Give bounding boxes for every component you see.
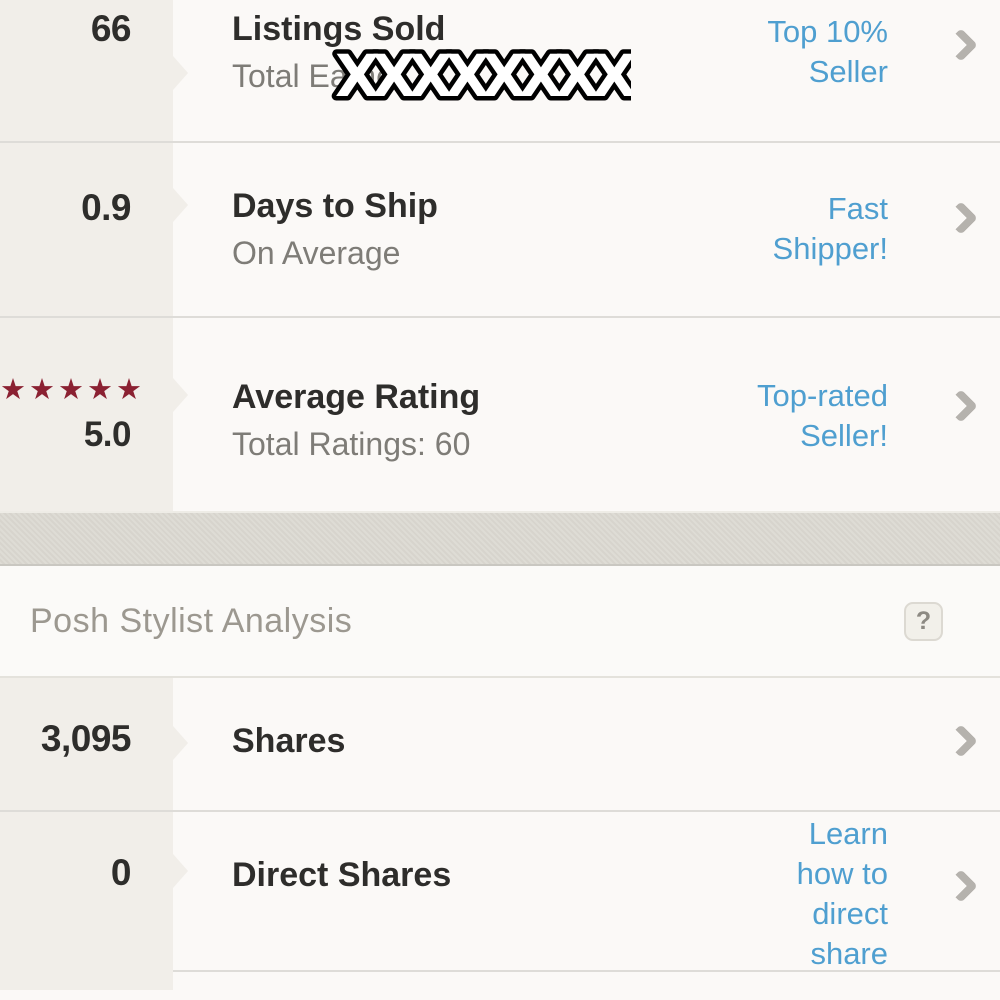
total-earned-label: Total Earne (232, 58, 394, 94)
stat-value-cell: 0.9 (0, 143, 188, 316)
fast-shipper-badge: Fast Shipper! (737, 143, 922, 316)
section-title: Posh Stylist Analysis (30, 601, 353, 640)
chevron-cell (922, 678, 1000, 810)
row-notch (173, 56, 188, 90)
shares-title: Shares (232, 722, 346, 760)
chevron-cell (922, 972, 1000, 990)
stat-value-cell: 66 (0, 0, 188, 141)
stat-value-cell: 3,095 (0, 678, 188, 810)
star-rating-icon: ★★★★★ (0, 374, 145, 406)
stat-row-direct-shares[interactable]: 0 Direct Shares Learn how to direct shar… (0, 812, 1000, 974)
link-line: direct (812, 896, 888, 931)
badge-cell-empty (737, 678, 922, 810)
stat-main-cell: Days to Ship On Average (173, 143, 737, 316)
row-notch (173, 854, 188, 888)
direct-shares-value: 0 (110, 852, 132, 893)
badge-line: Shipper! (772, 231, 888, 266)
row-notch (173, 188, 188, 222)
listings-sold-value: 66 (90, 8, 132, 49)
chevron-cell (922, 812, 1000, 974)
chevron-right-icon[interactable] (944, 389, 978, 423)
total-ratings-label: Total Ratings: 60 (232, 426, 471, 462)
badge-line: Seller (808, 54, 888, 89)
top-rated-seller-badge: Top-rated Seller! (737, 318, 922, 511)
days-to-ship-title: Days to Ship (232, 187, 438, 225)
stat-main-cell: Shares (173, 678, 737, 810)
stat-main-cell: Average Rating Total Ratings: 60 (173, 318, 737, 511)
days-to-ship-value: 0.9 (81, 187, 131, 228)
stat-value-cell (0, 972, 173, 990)
badge-line: Seller! (800, 418, 888, 453)
row-notch (173, 378, 188, 412)
listings-sold-title: Listings Sold (232, 10, 446, 48)
stat-value-cell: 0 (0, 812, 188, 974)
link-line: share (810, 936, 888, 971)
posh-stylist-analysis-header: Posh Stylist Analysis ? (0, 566, 1000, 678)
stat-value-cell: ★★★★★ 5.0 (0, 318, 188, 511)
direct-shares-title: Direct Shares (232, 856, 452, 894)
section-divider (0, 511, 1000, 566)
badge-line: Top-rated (757, 378, 888, 413)
shares-value: 3,095 (40, 718, 132, 759)
stat-row-average-rating[interactable]: ★★★★★ 5.0 Average Rating Total Ratings: … (0, 318, 1000, 511)
help-icon[interactable]: ? (904, 601, 943, 641)
badge-line: Top 10% (767, 14, 888, 49)
stat-row-partial (0, 972, 1000, 990)
stat-row-listings-sold[interactable]: 66 Listings Sold Total Earne XXXXXXXX To… (0, 0, 1000, 143)
chevron-right-icon[interactable] (944, 201, 978, 235)
stat-row-shares[interactable]: 3,095 Shares (0, 678, 1000, 812)
stat-main-cell: Listings Sold Total Earne XXXXXXXX (173, 0, 737, 141)
chevron-cell (922, 318, 1000, 511)
chevron-cell (922, 0, 1000, 141)
learn-direct-share-link[interactable]: Learn how to direct share (737, 812, 922, 974)
top-seller-badge: Top 10% Seller (737, 0, 922, 141)
link-line: how to (796, 856, 888, 891)
badge-cell-empty (737, 972, 922, 990)
stat-main-cell (173, 972, 737, 990)
row-notch (173, 726, 188, 760)
chevron-cell (922, 143, 1000, 316)
stat-main-cell: Direct Shares (173, 812, 737, 974)
link-line: Learn (808, 816, 888, 851)
badge-line: Fast (827, 191, 888, 226)
stat-row-days-to-ship[interactable]: 0.9 Days to Ship On Average Fast Shipper… (0, 143, 1000, 318)
chevron-right-icon[interactable] (944, 869, 978, 903)
average-rating-value: 5.0 (83, 415, 132, 454)
chevron-right-icon[interactable] (944, 724, 978, 758)
average-rating-title: Average Rating (232, 378, 481, 416)
on-average-label: On Average (232, 235, 401, 271)
chevron-right-icon[interactable] (944, 28, 978, 62)
